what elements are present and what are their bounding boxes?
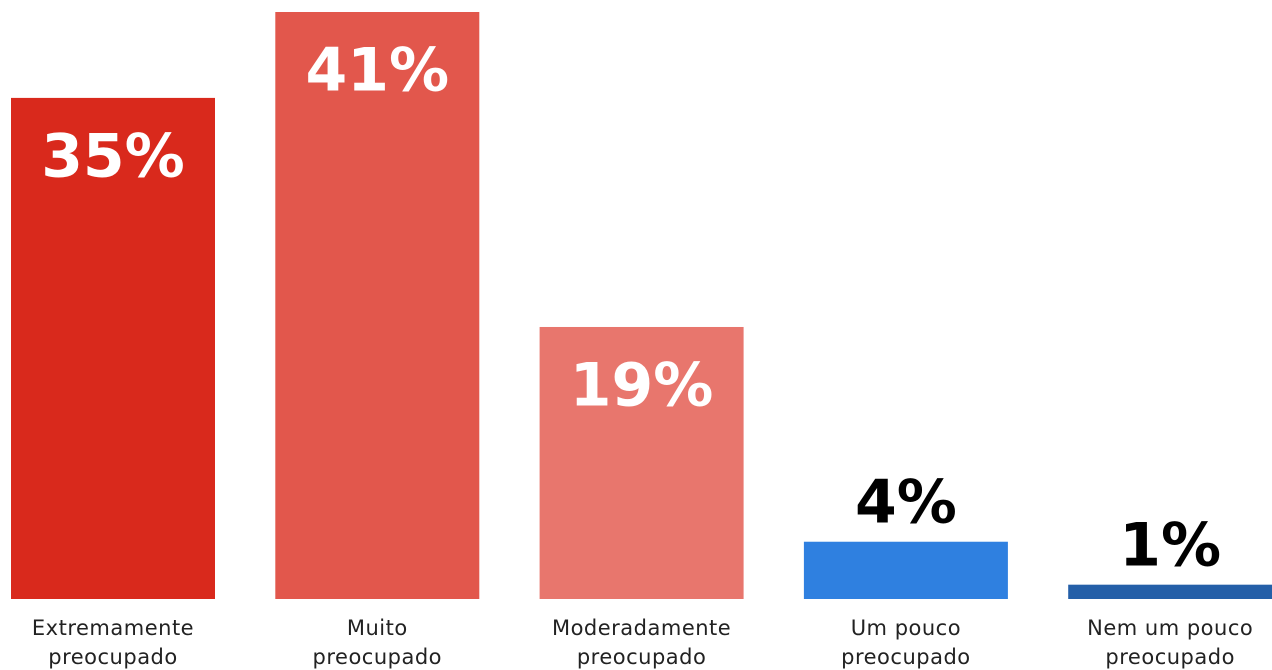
category-label: Nem um pouco preocupado <box>1087 616 1254 669</box>
value-label: 41% <box>305 36 449 106</box>
bar <box>1068 584 1272 599</box>
bar <box>803 541 1008 599</box>
bar <box>11 97 215 599</box>
category-label: Muito preocupado <box>312 616 443 669</box>
category-label: Um pouco preocupado <box>841 616 971 669</box>
value-label: 35% <box>41 121 185 191</box>
bar <box>275 12 480 599</box>
value-label: 4% <box>855 467 957 537</box>
category-label: Moderadamente preocupado <box>551 616 732 669</box>
value-label: 19% <box>570 351 714 421</box>
category-label: Extremamente preocupado <box>31 616 195 669</box>
bar <box>539 326 744 599</box>
value-label: 1% <box>1119 510 1221 580</box>
